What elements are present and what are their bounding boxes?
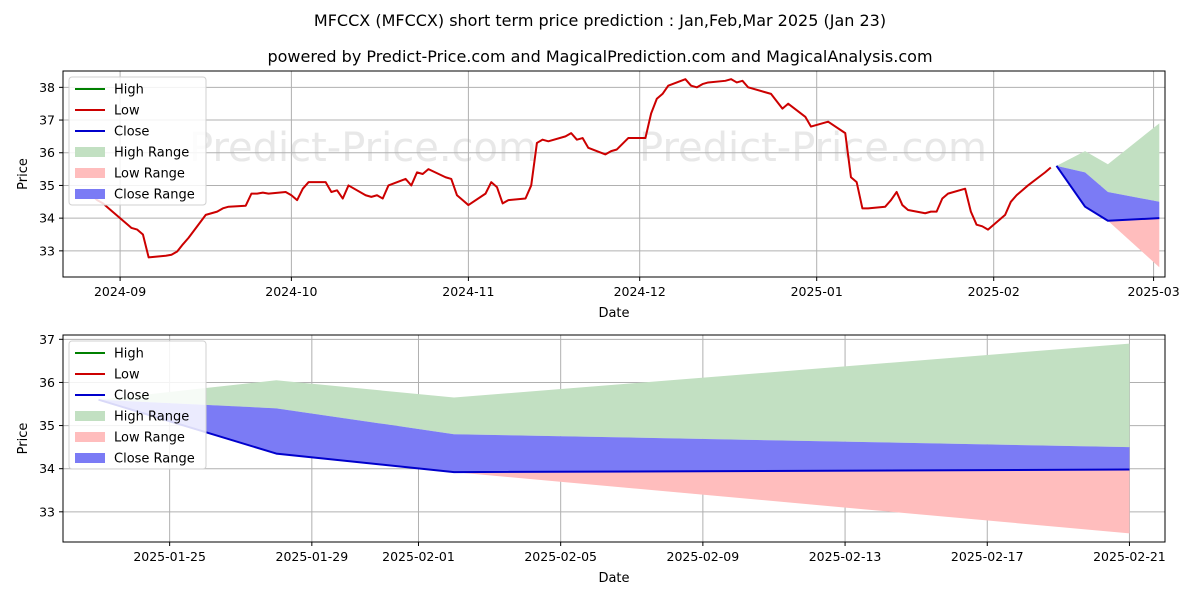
legend-label: Close — [114, 389, 149, 404]
y-tick-label: 35 — [39, 418, 55, 433]
legend-swatch-patch — [75, 168, 105, 178]
chart-subtitle: powered by Predict-Price.com and Magical… — [267, 47, 932, 66]
bottom-panel: Predict-Price.comPredict-Price.com2025-0… — [16, 332, 1166, 586]
y-tick-label: 36 — [39, 375, 55, 390]
low-range-band — [1056, 165, 1160, 268]
legend-label: Close Range — [114, 452, 195, 467]
watermark-text: Predict-Price.com — [189, 125, 537, 171]
y-tick-label: 36 — [39, 145, 55, 160]
y-tick-label: 35 — [39, 178, 55, 193]
high-range-band — [98, 343, 1130, 448]
low-range-band — [98, 399, 1130, 534]
close-range-band — [1056, 165, 1160, 221]
legend-label: Low — [114, 368, 140, 383]
close-forecast-line — [1055, 165, 1160, 222]
y-tick-label: 37 — [39, 332, 55, 347]
chart-title: MFCCX (MFCCX) short term price predictio… — [314, 11, 886, 30]
x-tick-label: 2024-12 — [614, 284, 666, 299]
x-tick-label: 2024-09 — [94, 284, 146, 299]
y-tick-label: 38 — [39, 80, 55, 95]
legend-label: Close — [114, 125, 149, 140]
y-axis-label: Price — [16, 158, 31, 190]
x-tick-label: 2024-10 — [265, 284, 317, 299]
x-tick-label: 2025-02-09 — [667, 549, 740, 564]
legend-label: Close Range — [114, 188, 195, 203]
legend-label: High — [114, 347, 144, 362]
x-axis-label: Date — [598, 306, 629, 321]
y-tick-label: 34 — [39, 211, 55, 226]
y-tick-label: 34 — [39, 461, 55, 476]
x-tick-label: 2025-01-29 — [276, 549, 349, 564]
y-tick-label: 33 — [39, 504, 55, 519]
x-tick-label: 2025-02-17 — [951, 549, 1024, 564]
x-tick-label: 2025-02-13 — [809, 549, 882, 564]
y-tick-label: 37 — [39, 113, 55, 128]
watermark-text: Predict-Price.com — [639, 125, 987, 171]
legend-swatch-patch — [75, 411, 105, 421]
y-tick-label: 33 — [39, 243, 55, 258]
close-range-band — [98, 399, 1130, 473]
legend-label: Low Range — [114, 167, 185, 182]
legend-swatch-patch — [75, 453, 105, 463]
legend-swatch-patch — [75, 147, 105, 157]
plot-frame — [62, 70, 1166, 278]
legend-label: High — [114, 83, 144, 98]
legend-label: Low Range — [114, 431, 185, 446]
x-tick-label: 2025-01 — [791, 284, 843, 299]
legend-label: Low — [114, 104, 140, 119]
legend-swatch-patch — [75, 189, 105, 199]
legend-label: High Range — [114, 146, 189, 161]
legend-swatch-patch — [75, 432, 105, 442]
x-tick-label: 2024-11 — [442, 284, 494, 299]
x-axis-label: Date — [598, 571, 629, 586]
x-tick-label: 2025-01-25 — [133, 549, 206, 564]
x-tick-label: 2025-02 — [968, 284, 1020, 299]
y-axis-label: Price — [16, 423, 31, 455]
x-tick-label: 2025-02-05 — [524, 549, 597, 564]
plot-frame — [62, 334, 1166, 543]
x-tick-label: 2025-02-01 — [382, 549, 455, 564]
low-price-line — [90, 78, 1052, 259]
high-range-band — [1056, 123, 1160, 202]
legend-label: High Range — [114, 410, 189, 425]
top-panel: Predict-Price.com Predict-Price.com 2024-0… — [16, 70, 1180, 321]
x-tick-label: 2025-02-21 — [1093, 549, 1166, 564]
x-tick-label: 2025-03 — [1127, 284, 1179, 299]
